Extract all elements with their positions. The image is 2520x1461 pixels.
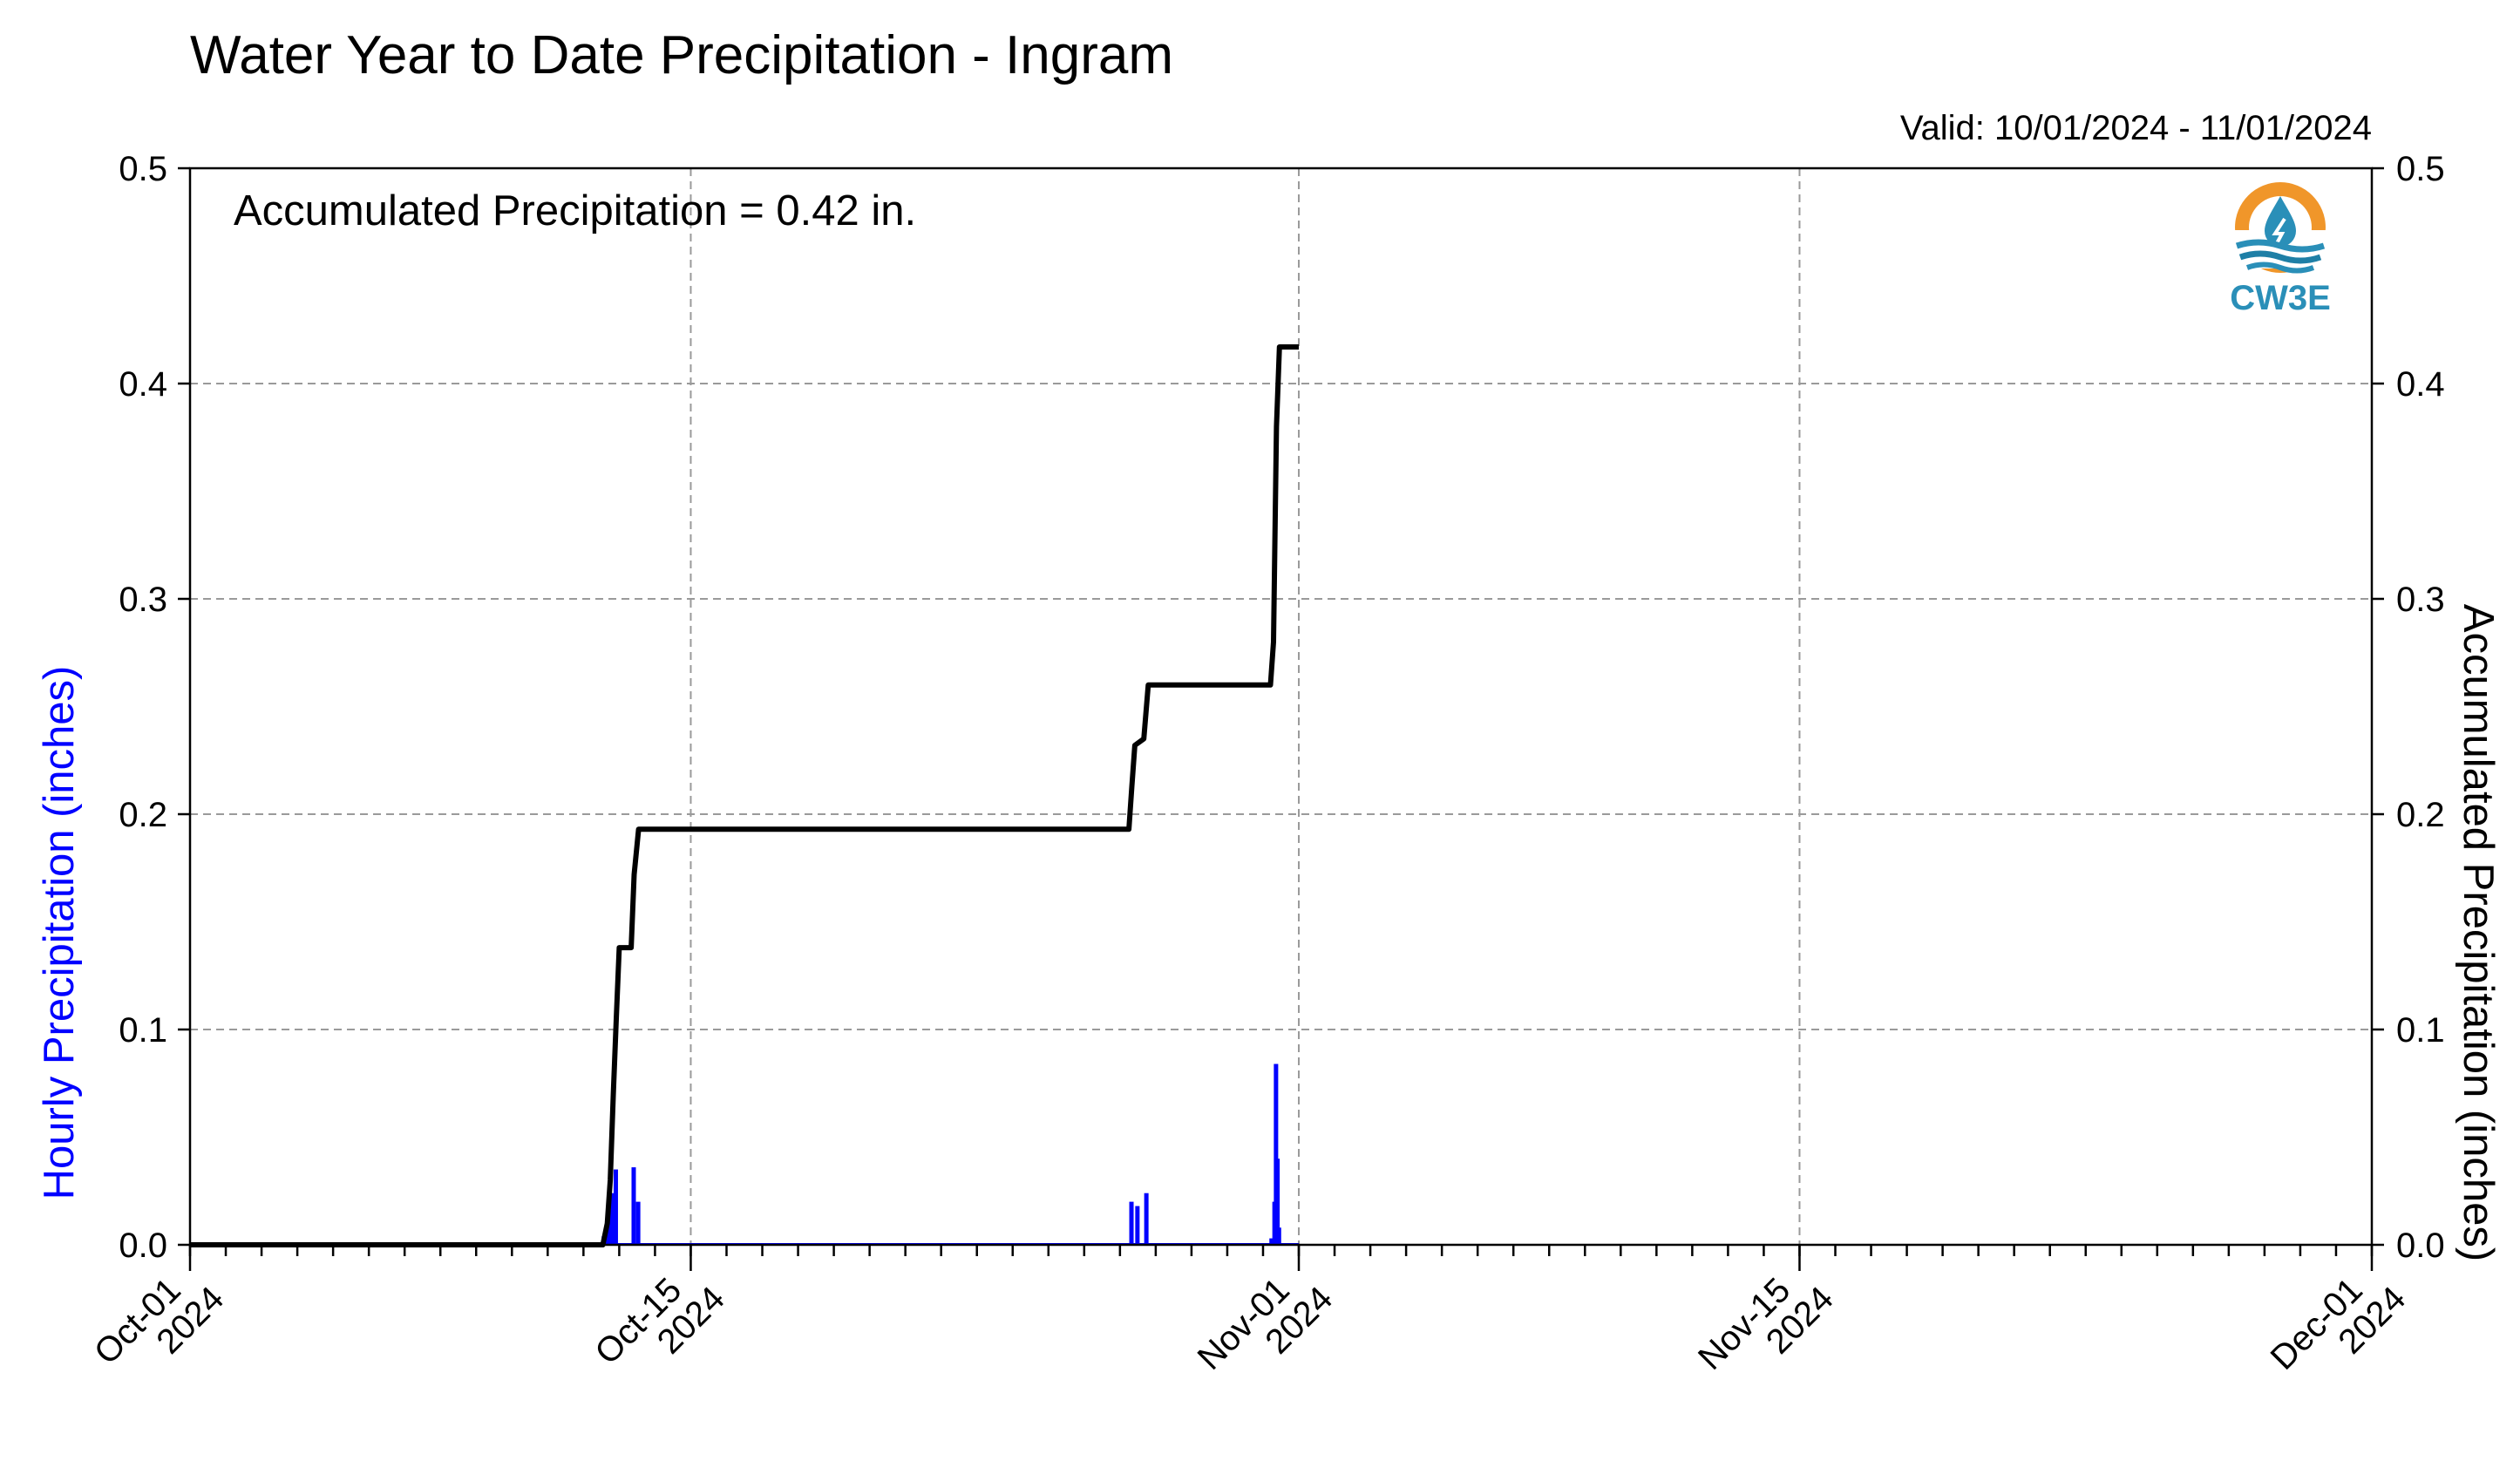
y-tick-label-right: 0.1 [2396,1011,2445,1050]
hourly-bar [631,1167,636,1245]
y-tick-label-right: 0.4 [2396,365,2445,404]
y-tick-label-left: 0.5 [119,150,167,188]
logo-wave-1 [2235,239,2326,253]
logo-wave-3 [2245,262,2315,274]
logo-text: CW3E [2230,279,2331,317]
plot-frame [188,166,2374,1247]
hourly-bar [635,1201,641,1245]
accumulated-total-annotation: Accumulated Precipitation = 0.42 in. [234,187,916,234]
hourly-bar [1275,1159,1280,1245]
left-y-axis: 0.0 0.1 0.2 0.3 0.4 0.5 [119,150,190,1265]
cw3e-logo: CW3E [2230,182,2331,317]
right-y-axis: 0.0 0.1 0.2 0.3 0.4 0.5 [2372,150,2445,1265]
y-tick-label-right: 0.5 [2396,150,2445,188]
hourly-bar [613,1169,618,1245]
hourly-bar [1129,1201,1134,1245]
y-tick-label-left: 0.4 [119,365,167,404]
hourly-bar [1274,1063,1279,1245]
logo-drop-glyph-icon [2272,217,2286,246]
hourly-bar [610,1193,615,1245]
logo-water-drop-icon [2265,196,2296,247]
hourly-bar [1276,1227,1281,1245]
y-tick-label-right: 0.2 [2396,796,2445,834]
valid-date-range: Valid: 10/01/2024 - 11/01/2024 [1900,109,2372,147]
logo-wave-2 [2238,250,2322,264]
grid-lines [190,168,2372,1245]
hourly-bar [608,1210,613,1245]
plot-frame-border [188,166,2374,1247]
y-tick-label-left: 0.3 [119,581,167,619]
y-tick-label-left: 0.0 [119,1227,167,1265]
right-y-axis-label: Accumulated Precipitation (inches) [2455,604,2502,1261]
chart-title: Water Year to Date Precipitation - Ingra… [190,25,1173,85]
hourly-bar [1269,1238,1274,1245]
hourly-bar [1144,1193,1149,1245]
y-tick-label-left: 0.1 [119,1011,167,1050]
hourly-bar [1135,1206,1140,1245]
left-y-axis-label: Hourly Precipitation (inches) [36,666,83,1200]
y-tick-label-left: 0.2 [119,796,167,834]
y-tick-label-right: 0.3 [2396,581,2445,619]
hourly-precipitation-bars [190,1063,1300,1245]
y-tick-label-right: 0.0 [2396,1227,2445,1265]
accumulated-line-path [190,344,1299,1247]
accumulated-precipitation-line [190,344,1299,1247]
